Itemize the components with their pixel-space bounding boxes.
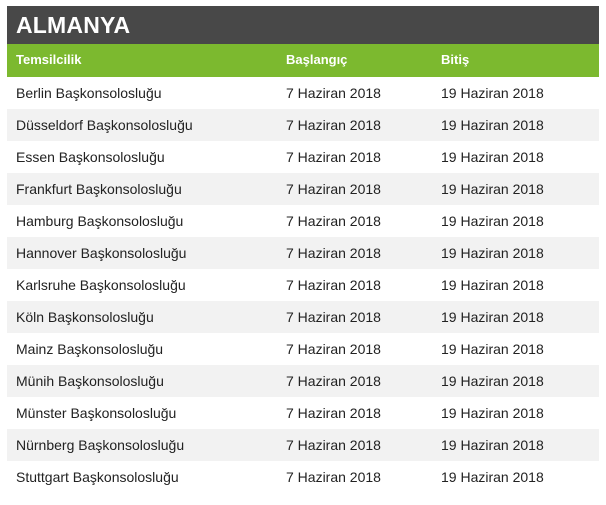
consulate-table: Temsilcilik Başlangıç Bitiş Berlin Başko…	[7, 44, 599, 493]
consulate-name-cell: Münster Başkonsolosluğu	[16, 405, 177, 421]
start-date-cell: 7 Haziran 2018	[286, 405, 381, 421]
section-title: ALMANYA	[7, 6, 599, 44]
table-row: Hamburg Başkonsolosluğu 7 Haziran 2018 1…	[7, 205, 599, 237]
table-row: Köln Başkonsolosluğu 7 Haziran 2018 19 H…	[7, 301, 599, 333]
start-date-cell: 7 Haziran 2018	[286, 117, 381, 133]
consulate-name-cell: Düsseldorf Başkonsolosluğu	[16, 117, 193, 133]
end-date-cell: 19 Haziran 2018	[441, 373, 544, 389]
start-date-cell: 7 Haziran 2018	[286, 437, 381, 453]
start-date-cell: 7 Haziran 2018	[286, 213, 381, 229]
header-row: Temsilcilik Başlangıç Bitiş	[7, 44, 599, 77]
end-date-cell: 19 Haziran 2018	[441, 437, 544, 453]
end-date-cell: 19 Haziran 2018	[441, 245, 544, 261]
table-row: Stuttgart Başkonsolosluğu 7 Haziran 2018…	[7, 461, 599, 493]
start-date-cell: 7 Haziran 2018	[286, 149, 381, 165]
start-date-cell: 7 Haziran 2018	[286, 181, 381, 197]
consulate-name-cell: Hamburg Başkonsolosluğu	[16, 213, 184, 229]
end-date-cell: 19 Haziran 2018	[441, 213, 544, 229]
table-row: Münster Başkonsolosluğu 7 Haziran 2018 1…	[7, 397, 599, 429]
consulate-name-cell: Frankfurt Başkonsolosluğu	[16, 181, 182, 197]
start-date-cell: 7 Haziran 2018	[286, 309, 381, 325]
consulate-name-cell: Münih Başkonsolosluğu	[16, 373, 164, 389]
start-date-cell: 7 Haziran 2018	[286, 341, 381, 357]
table-row: Münih Başkonsolosluğu 7 Haziran 2018 19 …	[7, 365, 599, 397]
start-date-cell: 7 Haziran 2018	[286, 469, 381, 485]
start-date-cell: 7 Haziran 2018	[286, 373, 381, 389]
consulate-name-cell: Karlsruhe Başkonsolosluğu	[16, 277, 186, 293]
table-row: Berlin Başkonsolosluğu 7 Haziran 2018 19…	[7, 77, 599, 109]
table-header: Temsilcilik Başlangıç Bitiş	[7, 44, 599, 77]
table-row: Karlsruhe Başkonsolosluğu 7 Haziran 2018…	[7, 269, 599, 301]
end-date-cell: 19 Haziran 2018	[441, 85, 544, 101]
consulate-name-cell: Köln Başkonsolosluğu	[16, 309, 154, 325]
consulate-name-cell: Stuttgart Başkonsolosluğu	[16, 469, 179, 485]
column-header-representation: Temsilcilik	[16, 51, 82, 67]
column-header-start: Başlangıç	[286, 51, 348, 67]
table-row: Frankfurt Başkonsolosluğu 7 Haziran 2018…	[7, 173, 599, 205]
column-header-end: Bitiş	[441, 51, 470, 67]
end-date-cell: 19 Haziran 2018	[441, 309, 544, 325]
table-row: Nürnberg Başkonsolosluğu 7 Haziran 2018 …	[7, 429, 599, 461]
end-date-cell: 19 Haziran 2018	[441, 469, 544, 485]
end-date-cell: 19 Haziran 2018	[441, 117, 544, 133]
start-date-cell: 7 Haziran 2018	[286, 277, 381, 293]
consulate-name-cell: Essen Başkonsolosluğu	[16, 149, 165, 165]
consulate-name-cell: Berlin Başkonsolosluğu	[16, 85, 162, 101]
end-date-cell: 19 Haziran 2018	[441, 341, 544, 357]
end-date-cell: 19 Haziran 2018	[441, 277, 544, 293]
start-date-cell: 7 Haziran 2018	[286, 245, 381, 261]
consulate-schedule-section: ALMANYA Temsilcilik Başlangıç Bitiş Berl…	[7, 6, 599, 493]
consulate-name-cell: Mainz Başkonsolosluğu	[16, 341, 164, 357]
consulate-name-cell: Hannover Başkonsolosluğu	[16, 245, 187, 261]
table-body: Berlin Başkonsolosluğu 7 Haziran 2018 19…	[7, 77, 599, 493]
consulate-name-cell: Nürnberg Başkonsolosluğu	[16, 437, 185, 453]
table-row: Essen Başkonsolosluğu 7 Haziran 2018 19 …	[7, 141, 599, 173]
end-date-cell: 19 Haziran 2018	[441, 181, 544, 197]
table-row: Düsseldorf Başkonsolosluğu 7 Haziran 201…	[7, 109, 599, 141]
start-date-cell: 7 Haziran 2018	[286, 85, 381, 101]
table-row: Hannover Başkonsolosluğu 7 Haziran 2018 …	[7, 237, 599, 269]
table-row: Mainz Başkonsolosluğu 7 Haziran 2018 19 …	[7, 333, 599, 365]
end-date-cell: 19 Haziran 2018	[441, 405, 544, 421]
end-date-cell: 19 Haziran 2018	[441, 149, 544, 165]
